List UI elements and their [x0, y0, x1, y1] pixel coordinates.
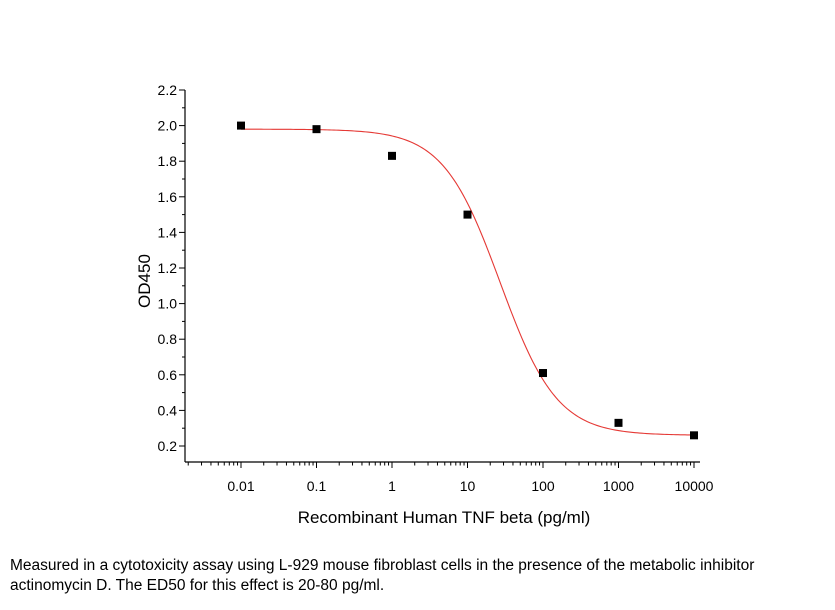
y-tick-label: 0.6	[158, 367, 178, 383]
x-tick-label: 1000	[603, 478, 634, 494]
y-tick-label: 0.4	[158, 402, 178, 418]
fit-curve-layer	[240, 128, 695, 436]
y-tick-label: 1.4	[158, 224, 178, 240]
chart-axes	[184, 90, 700, 463]
data-point	[463, 210, 472, 219]
x-tick-label: 10000	[675, 478, 714, 494]
y-tick-label: 0.8	[158, 331, 178, 347]
y-tick-label: 0.2	[158, 438, 178, 454]
dose-response-chart: 0.20.40.60.81.01.21.41.61.82.02.2 0.01 0.…	[135, 82, 714, 527]
data-point	[690, 431, 698, 440]
data-point	[312, 125, 321, 134]
y-axis-title: OD450	[135, 254, 154, 308]
y-tick-label: 2.2	[158, 82, 178, 98]
y-tick-label: 1.8	[158, 153, 178, 169]
x-axis-title: Recombinant Human TNF beta (pg/ml)	[298, 508, 591, 527]
y-tick-label: 1.2	[158, 260, 178, 276]
data-point	[539, 369, 547, 378]
data-point	[614, 418, 623, 427]
x-tick-label: 1	[388, 478, 396, 494]
y-tick-label: 1.6	[158, 189, 178, 205]
y-tick-label: 2.0	[158, 118, 178, 134]
x-tick-label: 0.01	[227, 478, 254, 494]
data-point	[237, 121, 245, 130]
y-axis-ticks: 0.2 0.4 0.6 0.8 1.0 1.2 1.4 1.6 1.8 2.0 2.2	[158, 82, 185, 454]
y-tick-label: 1.0	[158, 296, 178, 312]
x-tick-label: 10	[460, 478, 476, 494]
fit-curve	[240, 128, 695, 436]
data-point	[388, 151, 396, 160]
data-points-layer	[237, 121, 698, 440]
x-tick-label: 0.1	[307, 478, 327, 494]
x-axis-ticks: 0.01 0.1 1 10 100 1000 10000	[187, 462, 714, 494]
figure-caption: Measured in a cytotoxicity assay using L…	[10, 557, 755, 594]
x-tick-label: 100	[531, 478, 555, 494]
